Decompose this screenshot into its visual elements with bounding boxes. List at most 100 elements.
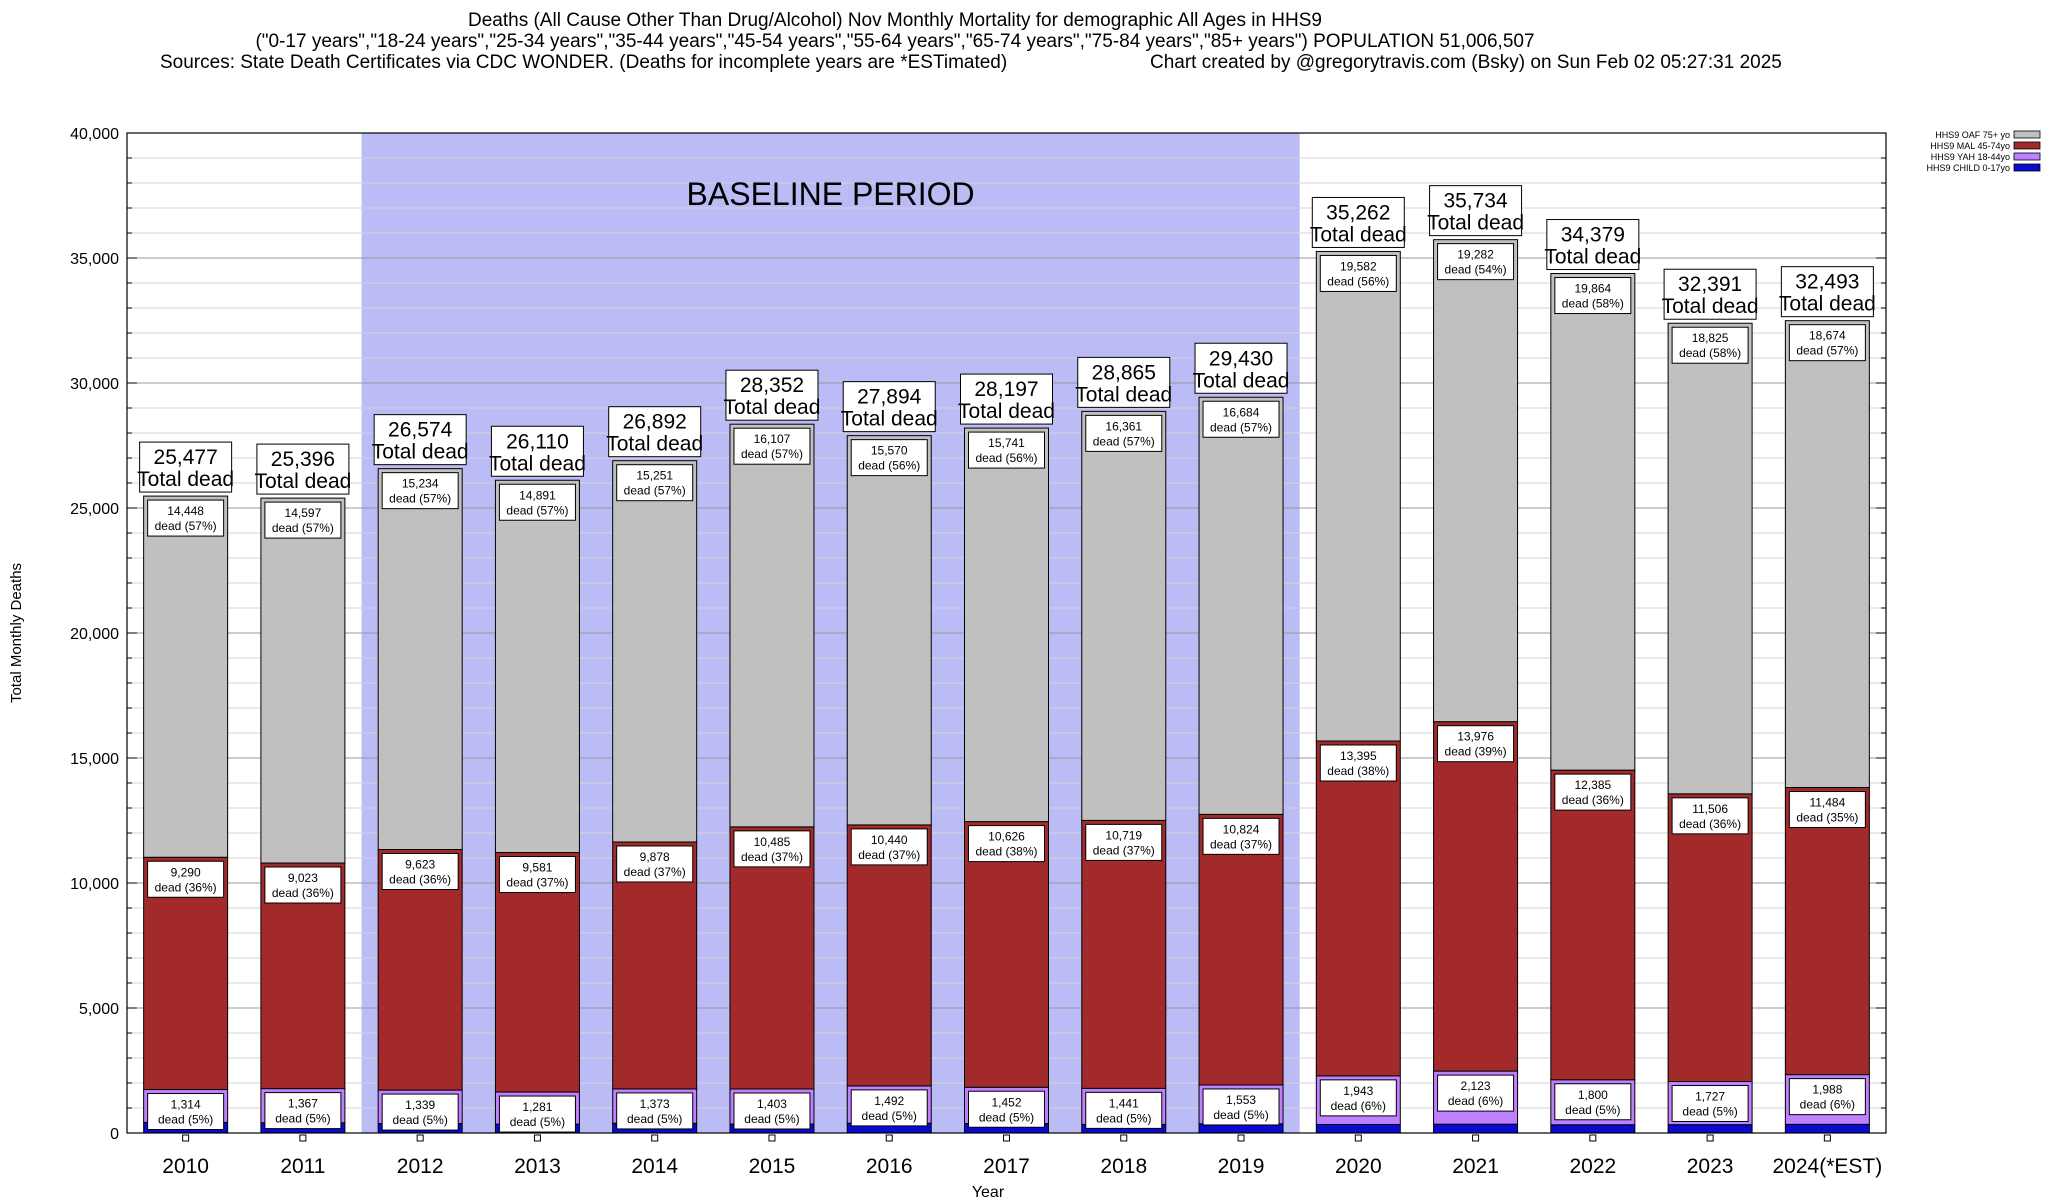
x-tick-marker xyxy=(1120,1134,1128,1142)
y-tick-label: 10,000 xyxy=(70,876,119,893)
segment-label-box xyxy=(1788,791,1866,829)
x-tick-marker xyxy=(1003,1134,1010,1142)
x-tick-label: 2020 xyxy=(1335,1155,1382,1178)
legend-swatch-child xyxy=(2013,163,2041,172)
bar-child xyxy=(1315,1123,1401,1134)
x-tick-label: 2017 xyxy=(983,1155,1030,1178)
total-label-box xyxy=(1077,356,1171,408)
segment-pct-label: dead (36%) xyxy=(1562,793,1624,807)
segment-pct-label: dead (56%) xyxy=(1327,274,1389,288)
bar-mal xyxy=(729,826,815,1090)
segment-value-label: 13,395 xyxy=(1340,749,1377,763)
total-label-box xyxy=(1429,185,1523,237)
segment-label-box xyxy=(616,1092,694,1130)
segment-value-label: 16,361 xyxy=(1105,419,1142,433)
segment-label-box xyxy=(147,1093,225,1131)
segment-label-box xyxy=(1085,1091,1163,1129)
segment-pct-label: dead (36%) xyxy=(1679,817,1741,831)
segment-pct-label: dead (57%) xyxy=(1796,344,1858,358)
segment-value-label: 1,314 xyxy=(171,1098,201,1112)
segment-label-box xyxy=(968,1090,1045,1128)
segment-pct-label: dead (57%) xyxy=(624,484,686,498)
total-value-label: 34,379 xyxy=(1561,224,1625,247)
segment-value-label: 1,367 xyxy=(288,1097,318,1111)
segment-value-label: 16,107 xyxy=(754,432,791,446)
total-label-box xyxy=(608,406,702,458)
x-tick-label: 2010 xyxy=(162,1155,209,1178)
total-value-label: 26,574 xyxy=(388,419,453,442)
bar-oaf xyxy=(1315,250,1401,742)
segment-pct-label: dead (5%) xyxy=(1565,1103,1620,1117)
segment-label-box xyxy=(1671,326,1749,364)
segment-value-label: 11,484 xyxy=(1809,796,1845,810)
legend-swatch-yah xyxy=(2013,152,2041,161)
x-tick-label: 2022 xyxy=(1569,1155,1616,1178)
y-tick-label: 0 xyxy=(110,1126,119,1143)
segment-label-box xyxy=(147,499,225,537)
segment-pct-label: dead (35%) xyxy=(1796,811,1858,825)
total-suffix-label: Total dead xyxy=(137,468,234,491)
segment-pct-label: dead (54%) xyxy=(1445,263,1507,277)
chart-credit: Chart created by @gregorytravis.com (Bsk… xyxy=(1150,52,1782,73)
x-tick-marker xyxy=(1589,1134,1597,1142)
total-value-label: 26,110 xyxy=(506,430,569,453)
total-value-label: 29,430 xyxy=(1209,347,1273,370)
segment-label-box xyxy=(850,828,928,866)
segment-pct-label: dead (5%) xyxy=(1682,1105,1737,1119)
segment-label-box xyxy=(1554,773,1632,811)
bar-mal xyxy=(1081,819,1167,1089)
segment-pct-label: dead (56%) xyxy=(975,451,1037,465)
segment-value-label: 1,727 xyxy=(1695,1090,1725,1104)
total-suffix-label: Total dead xyxy=(1779,293,1876,316)
total-label-box xyxy=(725,369,819,421)
segment-label-box xyxy=(1319,1079,1397,1117)
segment-label-box xyxy=(264,866,342,904)
segment-value-label: 18,674 xyxy=(1809,329,1846,343)
segment-label-box xyxy=(498,1095,576,1133)
x-tick-marker xyxy=(533,1134,541,1142)
segment-pct-label: dead (37%) xyxy=(858,848,920,862)
bar-mal xyxy=(612,841,698,1090)
x-tick-marker xyxy=(416,1134,424,1142)
segment-pct-label: dead (5%) xyxy=(275,1112,330,1126)
bar-mal xyxy=(1433,721,1519,1072)
x-tick-marker xyxy=(1237,1134,1245,1142)
bar-oaf xyxy=(1081,410,1167,821)
segment-label-box xyxy=(850,1089,928,1127)
segment-pct-label: dead (37%) xyxy=(741,850,803,864)
total-suffix-label: Total dead xyxy=(372,441,469,464)
bar-oaf xyxy=(1784,320,1870,789)
bar-mal xyxy=(1667,793,1753,1082)
segment-value-label: 19,582 xyxy=(1340,259,1377,273)
segment-pct-label: dead (56%) xyxy=(858,459,920,473)
legend-label: HHS9 MAL 45-74yo xyxy=(1930,141,2010,151)
legend-label: HHS9 CHILD 0-17yo xyxy=(1926,163,2010,173)
total-label-box xyxy=(256,443,350,495)
y-tick-label: 5,000 xyxy=(79,1001,119,1018)
y-tick-label: 40,000 xyxy=(70,126,119,143)
segment-value-label: 1,988 xyxy=(1812,1083,1842,1097)
segment-label-box xyxy=(968,431,1045,469)
bar-oaf xyxy=(1550,273,1636,771)
bar-oaf xyxy=(494,479,580,854)
x-tick-marker xyxy=(1823,1134,1831,1142)
y-tick-label: 30,000 xyxy=(70,376,119,393)
segment-value-label: 14,597 xyxy=(285,506,322,520)
segment-value-label: 10,719 xyxy=(1105,828,1142,842)
segment-value-label: 16,684 xyxy=(1223,405,1260,419)
total-suffix-label: Total dead xyxy=(254,470,351,493)
total-label-box xyxy=(490,425,584,477)
total-value-label: 25,396 xyxy=(271,448,335,471)
segment-pct-label: dead (57%) xyxy=(741,447,803,461)
segment-value-label: 14,891 xyxy=(519,488,556,502)
segment-label-box xyxy=(1437,243,1515,281)
bar-oaf xyxy=(612,460,698,843)
segment-pct-label: dead (6%) xyxy=(1331,1099,1386,1113)
total-suffix-label: Total dead xyxy=(1544,246,1641,269)
segment-label-box xyxy=(264,501,342,539)
segment-label-box xyxy=(1202,1088,1280,1126)
segment-label-box xyxy=(1319,254,1397,292)
segment-pct-label: dead (37%) xyxy=(506,876,568,890)
total-label-box xyxy=(1780,266,1874,318)
